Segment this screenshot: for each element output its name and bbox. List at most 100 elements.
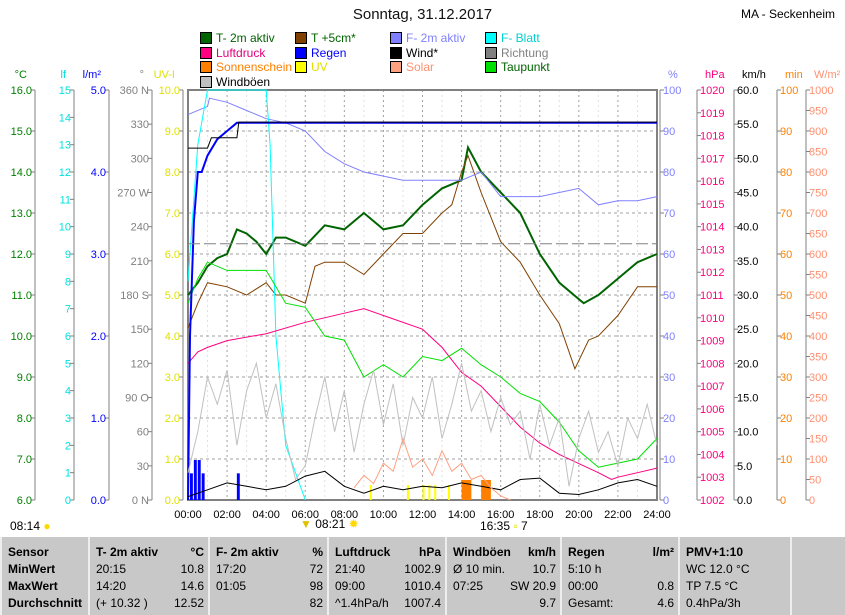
cell-label: 5:10 h (568, 562, 602, 576)
axis-unit: % (668, 69, 678, 81)
bar-uv (422, 485, 425, 500)
table-column: Sensor MinWert MaxWert Durchschnitt 31.12. 2… (0, 537, 88, 615)
cell-label: 14:20 (96, 579, 127, 593)
cell-label: 0.4hPa/3h (686, 596, 741, 610)
stats-table: Sensor MinWert MaxWert Durchschnitt 31.12. 2… (0, 537, 845, 615)
axis-tick-label: 10 (663, 454, 675, 466)
x-tick-label: 12:00 (409, 509, 437, 521)
cell-label: WC 12.0 °C (686, 562, 750, 576)
axis-tick-label: 40 (780, 331, 792, 343)
axis-tick-label: 14.0 (11, 167, 32, 179)
axis-unit: hPa (705, 69, 725, 81)
cell-label: Durchschnitt (8, 596, 83, 610)
legend-label: Regen (311, 45, 347, 60)
legend-item: Taupunkt (485, 60, 550, 74)
axis-unit: ° (140, 69, 144, 81)
axis-tick-label: 1012 (700, 267, 724, 279)
table-row: 12.0 (96, 613, 204, 615)
axis-tick-label: 120 (131, 358, 149, 370)
table-row: 2.8% SW 0.0 (453, 613, 556, 615)
axis-tick-label: 50 (809, 475, 821, 487)
bar-regen-intensität (193, 460, 197, 500)
axis-tick-label: 2 (65, 440, 71, 452)
legend-swatch (295, 32, 307, 44)
axis-tick-label: 1010 (700, 313, 724, 325)
axis-tick-label: 3.0 (91, 249, 106, 261)
axis-tick-label: 1015 (700, 199, 724, 211)
legend-item: Luftdruck (200, 46, 265, 60)
axis-tick-label: 450 (809, 311, 827, 323)
legend-item: Wind* (390, 46, 438, 60)
bar-sonnenschein (461, 480, 472, 500)
axis-tick-label: 70 (780, 208, 792, 220)
axis-tick-label: 0.0 (737, 495, 752, 507)
axis-tick-label: 10.0 (159, 85, 180, 97)
axis-tick-label: 10 (780, 454, 792, 466)
legend-label: UV (311, 60, 328, 74)
axis-tick-label: 1009 (700, 336, 724, 348)
axis-tick-label: 150 (131, 324, 149, 336)
series-luftdruck (187, 308, 658, 481)
table-column: Luftdruck hPa 21:40 1002.9 09:00 1010.4 ^1.4hP… (327, 537, 445, 615)
axis-tick-label: 20 (663, 413, 675, 425)
axis-tick-label: 330 (131, 119, 149, 131)
axis-tick-label: 0 (663, 495, 669, 507)
arrow-down-icon: ▼ (300, 517, 312, 531)
axis-tick-label: 4.0 (165, 331, 180, 343)
dawn-marker: ▼ 08:21 ✹ (300, 517, 359, 531)
sunset-marker: 16:35 ▫ 7 (480, 519, 528, 533)
cell-value: 98 (309, 579, 323, 593)
axis-tick-label: 250 (809, 393, 827, 405)
x-tick-label: 00:00 (174, 509, 202, 521)
axis-unit: UV-I (154, 69, 175, 81)
legend-swatch (390, 61, 402, 73)
cell-value: 12.52 (173, 596, 204, 610)
table-row: (+ 10.32 ) 12.52 (96, 596, 204, 613)
legend-item: Richtung (485, 46, 548, 60)
axis-tick-label: 14 (59, 112, 71, 124)
legend-label: Luftdruck (216, 45, 266, 60)
axis-tick-label: 240 (131, 222, 149, 234)
dawn-time: 08:21 (315, 517, 346, 531)
legend-label: T +5cm* (311, 31, 356, 45)
axis-tick-label: 1.0 (165, 454, 180, 466)
bar-uv (406, 485, 409, 500)
cell-label: 4.6 l/m² (568, 613, 609, 615)
axis-tick-label: 400 (809, 331, 827, 343)
legend-swatch (295, 46, 307, 59)
series-t-2m-aktiv (187, 144, 658, 305)
axis-tick-label: 30 (780, 372, 792, 384)
series-f-2m-aktiv (187, 97, 658, 206)
column-header: F- 2m aktiv (216, 545, 279, 559)
cell-value: 4.6 (657, 596, 674, 610)
sun-icon: ● (43, 519, 51, 533)
series-regen (187, 121, 657, 501)
axis-unit: km/h (742, 69, 766, 81)
table-row: 09:00 1010.4 (335, 579, 441, 596)
cell-value: 72 (309, 562, 323, 576)
cell-value: 1007.4 (404, 596, 441, 610)
column-header: T- 2m aktiv (96, 545, 159, 559)
bar-uv (428, 485, 431, 500)
sunrise-time: 08:14 (10, 519, 41, 533)
axis-tick-label: 0.0 (91, 495, 106, 507)
axis-tick-label: 9 (65, 249, 71, 261)
axis-tick-label: 6 (65, 331, 71, 343)
axis-tick-label: 40 (663, 331, 675, 343)
legend-label: Solar (406, 60, 435, 74)
legend-swatch (200, 61, 212, 73)
legend-item: Regen (295, 46, 346, 60)
table-row: TP 7.5 °C (686, 579, 786, 596)
axis-tick-label: 100 (663, 85, 681, 97)
legend-item: F- 2m aktiv (390, 31, 465, 45)
axis-tick-label: 45.0 (737, 188, 758, 200)
series-wind (187, 470, 658, 498)
bar-regen-intensität (197, 460, 201, 500)
legend-item: Solar (390, 60, 434, 74)
axis-tick-label: 5.0 (737, 461, 752, 473)
column-unit: hPa (418, 545, 441, 559)
series-windb-en (187, 361, 658, 487)
legend-label: Richtung (501, 45, 549, 60)
cell-value: 10.7 (532, 562, 556, 576)
x-tick-label: 16:00 (487, 509, 515, 521)
